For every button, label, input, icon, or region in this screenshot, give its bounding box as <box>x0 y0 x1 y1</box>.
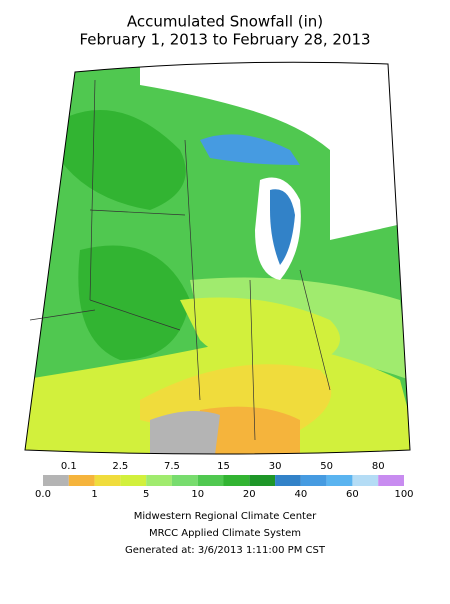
legend-label: 15 <box>217 461 230 472</box>
legend-label: 10 <box>191 489 204 500</box>
legend-swatch <box>326 475 353 486</box>
legend-swatch <box>171 475 198 486</box>
footer-line: MRCC Applied Climate System <box>149 528 301 539</box>
footer-line: Generated at: 3/6/2013 1:11:00 PM CST <box>125 545 326 556</box>
subtitle: February 1, 2013 to February 28, 2013 <box>79 31 370 49</box>
legend-label: 20 <box>243 489 256 500</box>
legend-label: 80 <box>372 461 385 472</box>
legend-label: 60 <box>346 489 359 500</box>
legend-swatch <box>68 475 95 486</box>
legend-swatch <box>120 475 147 486</box>
legend-swatch <box>249 475 276 486</box>
legend-label: 40 <box>294 489 307 500</box>
legend-label: 7.5 <box>164 461 180 472</box>
legend-swatch <box>43 475 69 486</box>
legend: 0.0 0.1 1 2.5 5 7.5 10 15 20 30 40 50 60 80 100 <box>35 461 414 500</box>
legend-label: 0.1 <box>61 461 77 472</box>
legend-label: 100 <box>394 489 413 500</box>
legend-label: 2.5 <box>112 461 128 472</box>
legend-swatch <box>94 475 121 486</box>
title: Accumulated Snowfall (in) <box>127 13 323 31</box>
legend-label: 1 <box>91 489 97 500</box>
legend-label: 50 <box>320 461 333 472</box>
legend-swatch <box>300 475 327 486</box>
legend-label: 5 <box>143 489 149 500</box>
legend-swatch <box>275 475 301 486</box>
legend-label: 30 <box>269 461 282 472</box>
legend-swatch <box>352 475 379 486</box>
legend-swatch <box>223 475 250 486</box>
map <box>24 61 411 455</box>
footer-line: Midwestern Regional Climate Center <box>134 511 317 522</box>
legend-swatch <box>197 475 224 486</box>
legend-swatch <box>378 475 404 486</box>
legend-swatch <box>146 475 172 486</box>
legend-label: 0.0 <box>35 489 51 500</box>
